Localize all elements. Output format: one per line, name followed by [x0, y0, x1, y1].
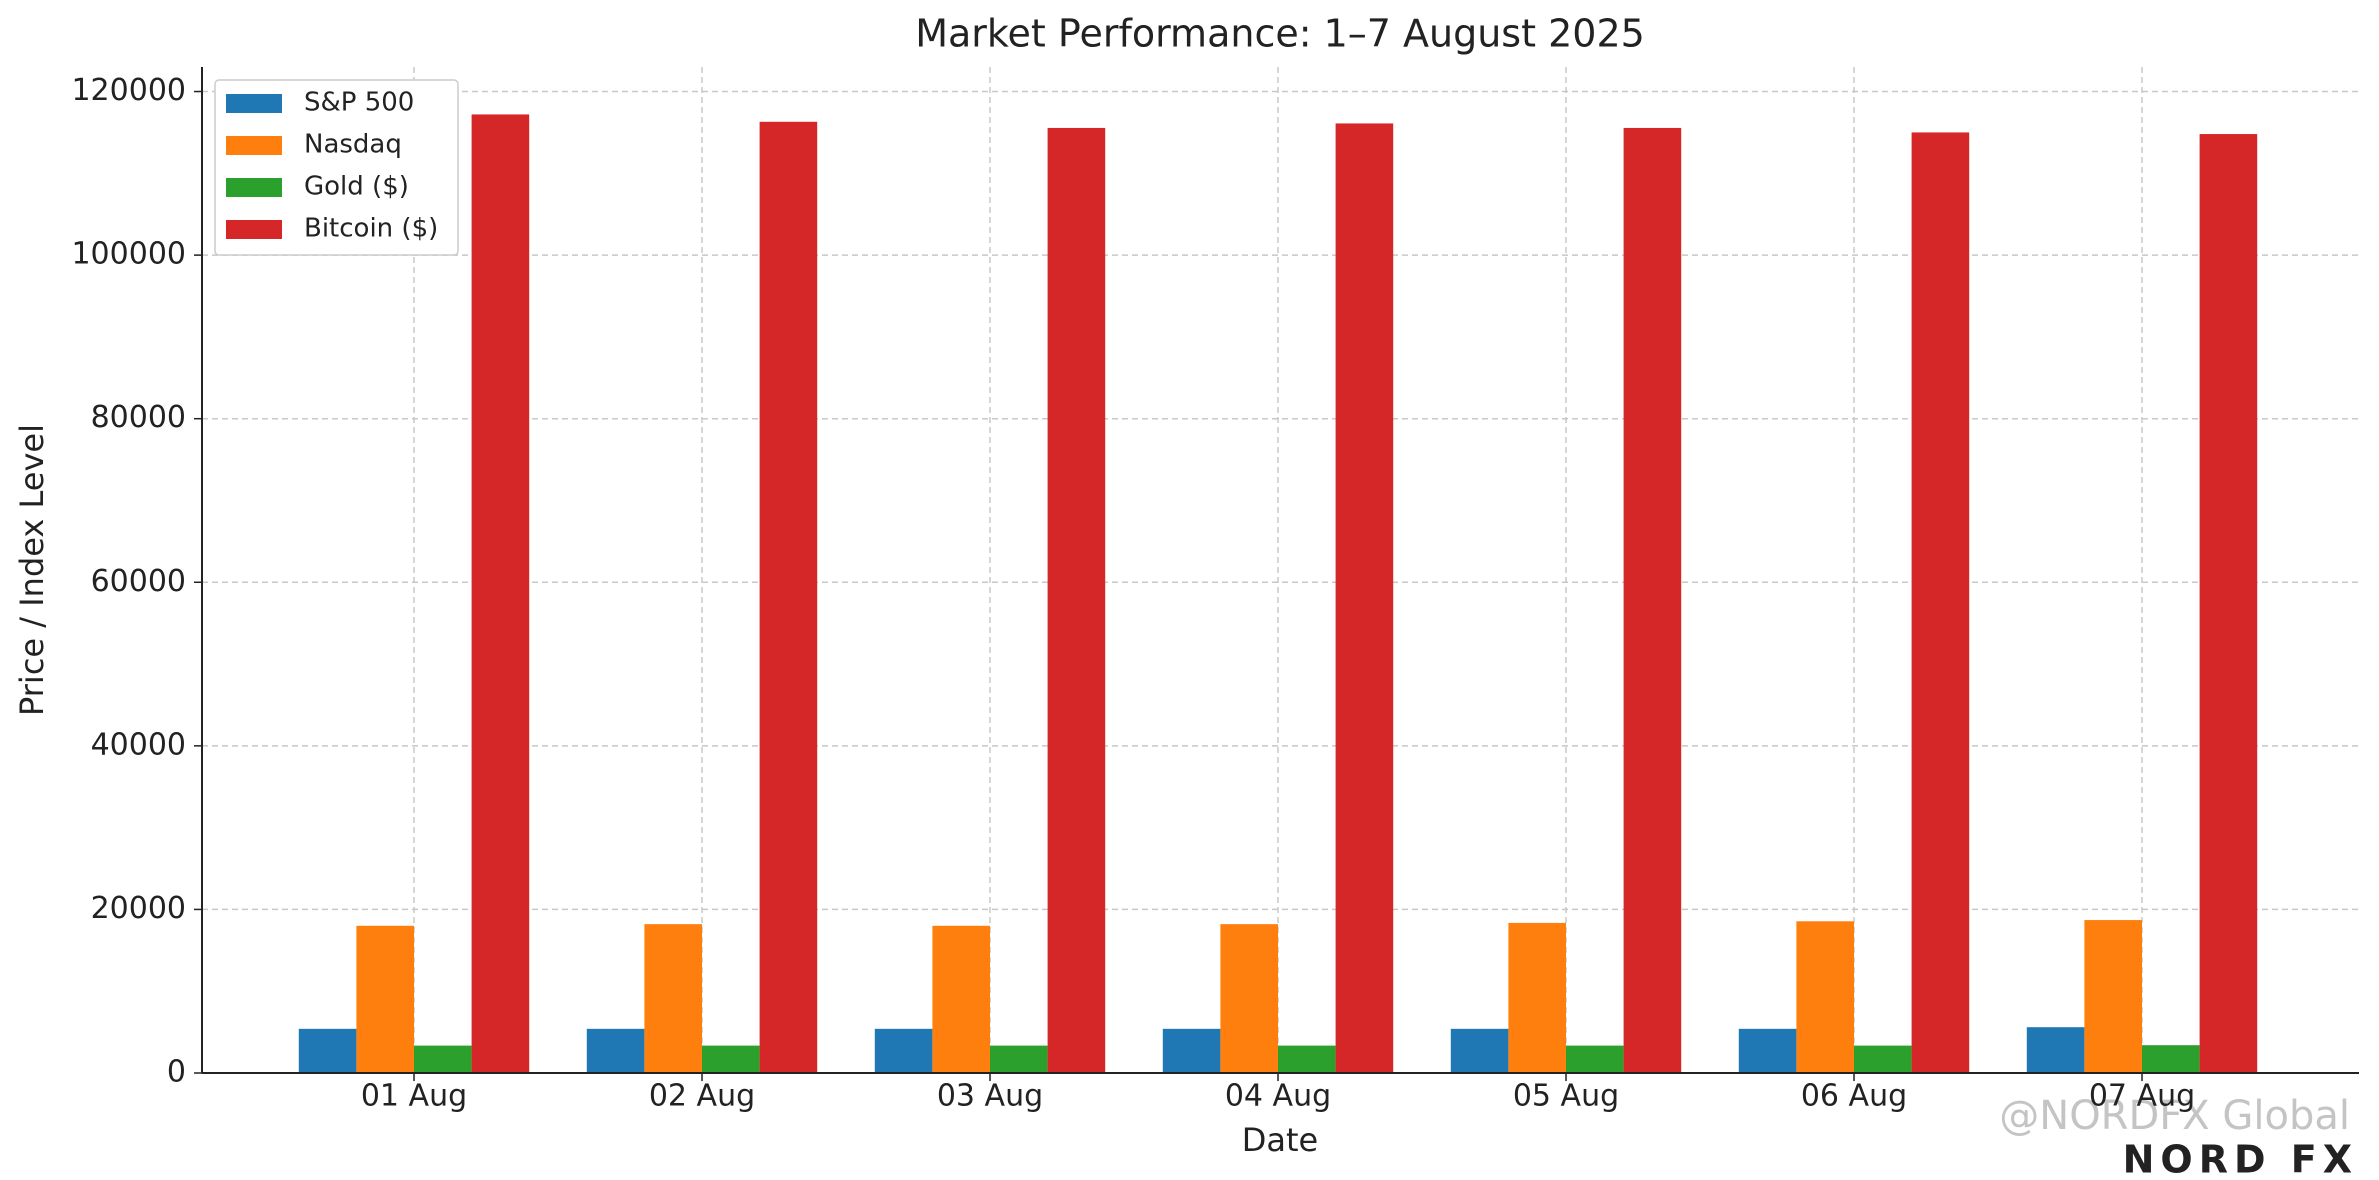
bar: [586, 1028, 645, 1073]
y-tick-label: 60000: [91, 564, 186, 599]
bar: [2084, 920, 2142, 1073]
bar: [471, 114, 530, 1074]
bar: [1220, 924, 1278, 1073]
y-tick-label: 0: [167, 1055, 186, 1090]
y-tick-label: 20000: [91, 891, 186, 926]
legend-swatch: [226, 136, 282, 155]
bar: [1335, 123, 1394, 1073]
bar: [414, 1045, 472, 1073]
bar: [298, 1028, 357, 1073]
bar: [356, 925, 414, 1073]
bar: [1738, 1028, 1797, 1073]
x-axis-label: Date: [1242, 1121, 1318, 1159]
bar: [1450, 1028, 1509, 1073]
legend-label: Nasdaq: [304, 130, 402, 160]
y-tick-label: 80000: [91, 400, 186, 435]
bar: [932, 925, 990, 1073]
bar: [1854, 1045, 1912, 1073]
y-axis-label: Price / Index Level: [13, 424, 51, 716]
y-tick-label: 120000: [71, 73, 186, 108]
x-tick-label: 05 Aug: [1513, 1079, 1619, 1114]
bar: [2142, 1045, 2200, 1073]
legend-swatch: [226, 220, 282, 239]
legend-label: S&P 500: [304, 88, 414, 118]
legend-swatch: [226, 178, 282, 197]
watermark: @NORDFX Global: [1999, 1093, 2350, 1139]
x-tick-label: 02 Aug: [649, 1079, 755, 1114]
bar: [644, 924, 702, 1073]
bars: [298, 114, 2258, 1074]
chart-title: Market Performance: 1–7 August 2025: [915, 12, 1645, 56]
bar: [1566, 1045, 1624, 1073]
y-tick-label: 100000: [71, 237, 186, 272]
bar: [1508, 922, 1566, 1073]
legend: S&P 500 Nasdaq Gold ($) Bitcoin ($): [214, 79, 459, 256]
bar: [1278, 1045, 1336, 1073]
legend-label: Gold ($): [304, 172, 409, 202]
grid: [202, 67, 2359, 1074]
legend-swatch: [226, 94, 282, 113]
legend-box: [214, 79, 459, 256]
x-tick-label: 03 Aug: [937, 1079, 1043, 1114]
x-tick-label: 04 Aug: [1225, 1079, 1331, 1114]
x-tick-label: 07 Aug: [2089, 1079, 2195, 1114]
x-tick-label: 06 Aug: [1801, 1079, 1907, 1114]
legend-label: Bitcoin ($): [304, 214, 438, 244]
bar: [990, 1045, 1048, 1073]
bar: [702, 1045, 760, 1073]
bar: [2199, 134, 2258, 1074]
bar: [759, 121, 818, 1074]
bar: [1623, 127, 1682, 1074]
x-tick-label: 01 Aug: [361, 1079, 467, 1114]
bar: [1796, 921, 1854, 1073]
logo: NORD FX: [2123, 1138, 2358, 1180]
bar: [1162, 1028, 1221, 1073]
y-tick-label: 40000: [91, 727, 186, 762]
bar: [1911, 132, 1970, 1073]
bar: [2026, 1027, 2085, 1073]
bar: [1047, 127, 1106, 1074]
bar: [874, 1028, 933, 1073]
